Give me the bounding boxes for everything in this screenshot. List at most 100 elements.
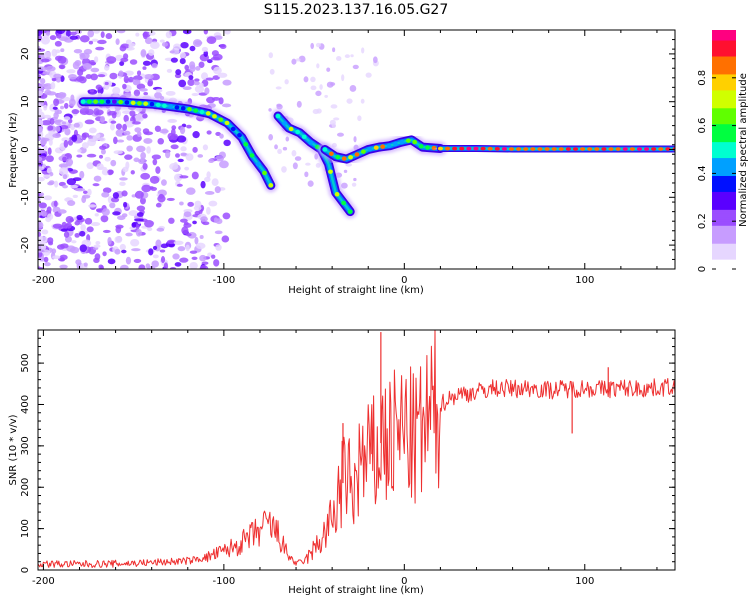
noise-speckle (130, 238, 140, 247)
noise-speckle (304, 171, 309, 178)
noise-speckle (204, 176, 211, 183)
snr-y-tick-label: 500 (20, 354, 31, 373)
noise-speckle (62, 174, 68, 180)
noise-speckle (123, 75, 129, 84)
spectrogram-x-tick-label: 0 (401, 275, 407, 286)
noise-speckle (298, 55, 306, 63)
noise-speckle (191, 171, 199, 180)
noise-speckle (361, 47, 365, 54)
trace-peak (162, 103, 167, 108)
noise-speckle (104, 156, 111, 162)
snr-axes: -200 -100 0 100 0 100 200 300 400 500 (20, 329, 675, 587)
noise-speckle (173, 43, 182, 51)
snr-x-tick-label: 0 (401, 576, 407, 587)
noise-speckle (92, 183, 100, 187)
noise-speckle (38, 83, 49, 87)
noise-speckle (152, 245, 158, 250)
noise-speckle (60, 228, 68, 232)
trace-peak (393, 141, 398, 147)
colorbar-cell (712, 109, 736, 113)
noise-speckle (185, 233, 192, 237)
colorbar-cell (712, 197, 736, 200)
colorbar-cell (712, 219, 736, 222)
noise-speckle (344, 54, 350, 59)
noise-speckle (74, 232, 80, 238)
noise-speckle (38, 231, 42, 237)
noise-speckle (285, 136, 290, 142)
noise-speckle (129, 59, 138, 65)
noise-speckle (143, 92, 148, 96)
colorbar-cell (712, 37, 736, 41)
colorbar: 0 0.2 0.4 0.6 0.8 Normalized spectral amplit… (697, 30, 749, 272)
noise-speckle (166, 68, 173, 73)
noise-speckle (113, 150, 123, 155)
noise-speckle (60, 243, 69, 249)
noise-speckle (123, 130, 131, 136)
noise-speckle (112, 192, 120, 199)
noise-speckle (269, 68, 275, 75)
noise-speckle (132, 75, 143, 81)
trace-peak (594, 147, 600, 151)
noise-speckle (142, 128, 150, 135)
noise-speckle (146, 146, 151, 154)
trace-peak (622, 147, 628, 151)
noise-speckle (223, 139, 231, 147)
noise-speckle (165, 150, 171, 159)
noise-speckle (38, 55, 41, 59)
noise-speckle (120, 57, 129, 62)
noise-speckle (351, 182, 357, 187)
noise-speckle (206, 96, 215, 104)
noise-speckle (142, 31, 148, 40)
noise-speckle (65, 158, 74, 167)
noise-speckle (122, 123, 127, 132)
noise-speckle (125, 256, 132, 265)
colorbar-cell (712, 147, 736, 151)
noise-speckle (219, 133, 224, 139)
noise-speckle (324, 94, 328, 98)
noise-speckle (202, 221, 210, 226)
noise-speckle (211, 50, 219, 57)
noise-speckle (182, 86, 192, 91)
colorbar-cell (712, 195, 736, 198)
colorbar-cell (712, 231, 736, 234)
noise-speckle (121, 249, 127, 254)
noise-speckle (101, 208, 110, 216)
noise-speckle (95, 46, 105, 51)
noise-speckle (43, 262, 51, 267)
colorbar-cell (712, 171, 736, 174)
noise-speckle (77, 149, 82, 153)
noise-speckle (107, 236, 112, 245)
noise-speckle (93, 244, 101, 248)
noise-speckle (75, 259, 82, 266)
colorbar-cell (712, 149, 736, 153)
noise-speckle (152, 254, 159, 259)
snr-y-tick-label: 200 (20, 478, 31, 497)
noise-speckle (99, 137, 106, 142)
snr-y-tick-label: 400 (20, 395, 31, 414)
noise-speckle (87, 188, 92, 196)
colorbar-cell (712, 77, 736, 81)
trace-peak (93, 99, 99, 104)
noise-speckle (310, 85, 317, 91)
colorbar-cell (712, 253, 736, 256)
noise-speckle (128, 76, 134, 83)
trace-peak (308, 140, 314, 145)
noise-speckle (58, 36, 69, 42)
colorbar-tick-label: 0.6 (697, 118, 708, 134)
noise-speckle (43, 51, 52, 59)
noise-speckle (207, 252, 213, 258)
noise-speckle (168, 119, 176, 123)
noise-speckle (119, 45, 127, 52)
noise-speckle (62, 184, 68, 189)
noise-speckle (222, 79, 232, 86)
noise-speckle (315, 163, 321, 168)
colorbar-cell (712, 59, 736, 63)
noise-speckle (204, 87, 210, 95)
noise-speckle (152, 158, 158, 166)
colorbar-cell (712, 243, 736, 246)
noise-speckle (133, 89, 141, 97)
trace-peak (643, 147, 650, 151)
noise-speckle (101, 191, 110, 198)
noise-speckle (70, 184, 78, 189)
colorbar-cell (712, 55, 736, 59)
